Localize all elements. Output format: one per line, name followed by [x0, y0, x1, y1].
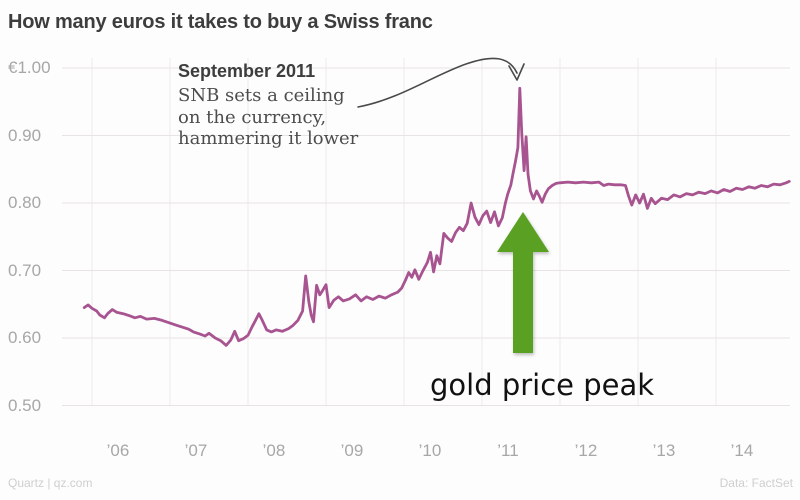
- x-axis-label: ’10: [418, 441, 442, 460]
- callout-curved-arrow-icon: [357, 57, 525, 108]
- horizontal-gridlines: [62, 67, 790, 406]
- y-axis-label: 0.50: [8, 395, 42, 415]
- vertical-gridlines: [91, 58, 717, 406]
- gold-price-peak-label: gold price peak: [430, 368, 655, 402]
- eur-chf-price-line: [82, 86, 791, 347]
- gold-peak-up-arrow-icon: [497, 212, 549, 353]
- annotation-heading: September 2011: [178, 61, 316, 81]
- x-axis-label: ’06: [106, 441, 130, 460]
- callout-arrowhead: [508, 63, 525, 81]
- annotation-line: SNB sets a ceiling: [178, 85, 345, 106]
- x-axis-label: ’14: [730, 441, 754, 460]
- y-axis-label: 0.70: [8, 260, 42, 280]
- x-axis-label: ’13: [652, 441, 676, 460]
- footer-attribution: Quartz | qz.com: [8, 476, 93, 490]
- annotation-line: on the currency,: [178, 106, 327, 128]
- chart-title: How many euros it takes to buy a Swiss f…: [8, 11, 433, 33]
- x-axis-label: ’09: [340, 441, 364, 460]
- x-axis-label: ’08: [262, 441, 286, 460]
- y-axis-label: 0.80: [8, 193, 42, 212]
- eur-chf-line: [82, 86, 791, 347]
- callout-arrow-shaft: [357, 57, 518, 108]
- gold-peak-arrow-shape: [497, 212, 549, 353]
- y-axis-label: 0.90: [8, 125, 42, 145]
- y-axis-label: 0.60: [8, 328, 42, 347]
- y-axis-label: €1.00: [8, 58, 51, 77]
- x-axis-label: ’12: [574, 441, 598, 460]
- x-axis-label: ’07: [184, 441, 208, 460]
- footer-source: Data: FactSet: [719, 476, 793, 490]
- annotation-line: hammering it lower: [178, 128, 359, 149]
- annotation-september-2011: September 2011 SNB sets a ceiling on the…: [178, 61, 358, 150]
- x-axis-label: ’11: [497, 441, 519, 460]
